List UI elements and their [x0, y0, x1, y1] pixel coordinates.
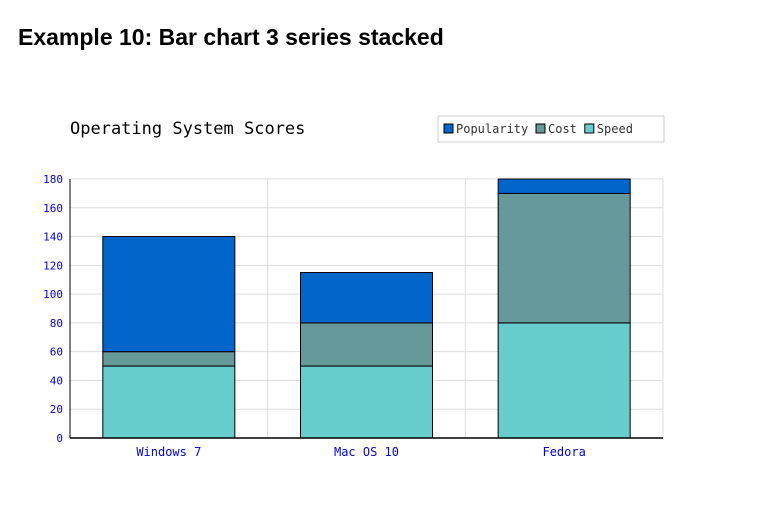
y-tick-label: 120 — [43, 259, 63, 272]
y-tick-label: 80 — [50, 317, 63, 330]
x-tick-label: Windows 7 — [136, 445, 201, 459]
bars — [102, 178, 631, 439]
y-tick-label: 60 — [50, 346, 63, 359]
x-tick-label: Fedora — [542, 445, 585, 459]
chart-title: Operating System Scores — [70, 119, 305, 139]
legend: Popularity Cost Speed — [443, 122, 633, 136]
x-tick-label: Mac OS 10 — [334, 445, 399, 459]
y-tick-label: 0 — [56, 432, 63, 445]
bar-segment-popularity — [102, 236, 236, 353]
y-tick-label: 140 — [43, 231, 63, 244]
bar-segment-cost — [300, 322, 433, 367]
legend-swatch-speed — [584, 123, 595, 134]
bar-segment-speed — [102, 365, 236, 439]
legend-label-speed: Speed — [597, 122, 633, 136]
bar-segment-cost — [102, 351, 236, 367]
bar-segment-speed — [497, 322, 631, 439]
axes: 0 20 40 60 80 100 120 140 160 180 Windows 7 Mac OS … — [43, 173, 663, 459]
y-tick-label: 40 — [50, 374, 63, 387]
legend-label-popularity: Popularity — [456, 122, 528, 136]
legend-swatch-cost — [535, 123, 546, 134]
page-heading: Example 10: Bar chart 3 series stacked — [18, 24, 444, 50]
y-tick-label: 100 — [43, 288, 63, 301]
bar-segment-popularity — [497, 178, 631, 194]
legend-label-cost: Cost — [548, 122, 577, 136]
legend-swatch-popularity — [443, 123, 454, 134]
bar-segment-popularity — [300, 272, 433, 324]
y-tick-label: 20 — [50, 403, 63, 416]
legend-box — [437, 115, 665, 143]
bar-segment-cost — [497, 192, 631, 324]
y-tick-label: 160 — [43, 202, 63, 215]
y-tick-label: 180 — [43, 173, 63, 186]
bar-segment-speed — [300, 365, 433, 439]
